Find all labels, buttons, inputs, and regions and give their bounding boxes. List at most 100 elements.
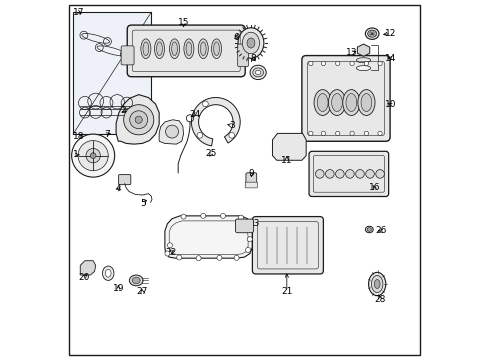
Circle shape (123, 105, 153, 135)
Text: 28: 28 (374, 294, 385, 303)
Circle shape (377, 61, 382, 66)
Ellipse shape (255, 70, 260, 75)
Text: 2: 2 (120, 105, 126, 114)
Ellipse shape (366, 228, 371, 231)
Circle shape (165, 125, 178, 138)
Circle shape (228, 132, 234, 138)
Ellipse shape (213, 42, 219, 55)
Circle shape (335, 61, 339, 66)
Ellipse shape (317, 94, 327, 112)
Text: 13: 13 (346, 48, 357, 57)
Circle shape (335, 131, 339, 135)
Ellipse shape (242, 32, 259, 54)
FancyBboxPatch shape (244, 182, 257, 188)
Ellipse shape (183, 39, 194, 59)
Circle shape (220, 213, 225, 219)
Text: 24: 24 (189, 110, 200, 119)
Ellipse shape (342, 90, 359, 116)
Ellipse shape (198, 39, 208, 59)
Circle shape (197, 132, 203, 138)
Ellipse shape (156, 42, 162, 55)
Circle shape (247, 237, 252, 242)
Circle shape (196, 256, 201, 261)
Text: 25: 25 (205, 149, 217, 158)
Circle shape (164, 251, 169, 256)
Text: 7: 7 (104, 130, 110, 139)
Text: 21: 21 (281, 287, 292, 296)
FancyBboxPatch shape (252, 217, 323, 274)
Circle shape (247, 225, 252, 230)
Ellipse shape (102, 266, 114, 280)
Ellipse shape (169, 39, 179, 59)
Ellipse shape (367, 30, 376, 37)
Ellipse shape (365, 226, 372, 233)
Ellipse shape (211, 39, 221, 59)
Text: 15: 15 (178, 18, 189, 27)
FancyBboxPatch shape (301, 55, 389, 141)
FancyBboxPatch shape (308, 151, 388, 197)
Ellipse shape (246, 38, 254, 48)
Polygon shape (80, 261, 96, 275)
Circle shape (365, 170, 373, 178)
Circle shape (129, 111, 147, 129)
Polygon shape (116, 95, 159, 144)
Circle shape (181, 214, 185, 219)
Circle shape (375, 170, 384, 178)
Ellipse shape (154, 39, 164, 59)
Circle shape (90, 153, 96, 158)
Text: 1: 1 (73, 150, 79, 159)
Circle shape (234, 255, 239, 260)
Circle shape (176, 255, 182, 260)
Circle shape (245, 247, 250, 252)
Ellipse shape (328, 90, 345, 116)
Ellipse shape (360, 94, 371, 112)
Circle shape (308, 131, 312, 135)
Text: 3: 3 (228, 121, 234, 130)
Ellipse shape (132, 277, 140, 284)
Text: 22: 22 (164, 248, 176, 257)
Circle shape (325, 170, 333, 178)
FancyBboxPatch shape (127, 25, 244, 77)
Ellipse shape (356, 58, 370, 63)
Circle shape (201, 213, 205, 219)
Circle shape (349, 131, 353, 135)
Circle shape (345, 170, 353, 178)
Circle shape (167, 243, 172, 248)
Circle shape (72, 134, 115, 177)
Ellipse shape (368, 273, 385, 296)
Circle shape (135, 116, 142, 123)
Ellipse shape (171, 42, 177, 55)
Text: 9: 9 (248, 169, 254, 178)
Polygon shape (159, 120, 183, 144)
Circle shape (86, 148, 100, 163)
Text: 14: 14 (385, 54, 396, 63)
Text: 6: 6 (233, 33, 239, 42)
Circle shape (335, 170, 344, 178)
Circle shape (78, 140, 108, 171)
Circle shape (355, 170, 364, 178)
Ellipse shape (331, 94, 342, 112)
Text: 20: 20 (78, 273, 89, 282)
Text: 26: 26 (375, 226, 386, 235)
Circle shape (315, 170, 324, 178)
Ellipse shape (141, 39, 151, 59)
Ellipse shape (371, 275, 382, 293)
FancyBboxPatch shape (121, 46, 134, 65)
Ellipse shape (373, 279, 379, 288)
Ellipse shape (200, 42, 206, 55)
Text: 12: 12 (385, 29, 396, 38)
Ellipse shape (365, 28, 378, 40)
Ellipse shape (249, 65, 265, 80)
Circle shape (377, 131, 382, 135)
Circle shape (217, 255, 222, 260)
Circle shape (364, 131, 368, 135)
Ellipse shape (252, 68, 263, 77)
Ellipse shape (238, 28, 264, 58)
Ellipse shape (142, 42, 148, 55)
Ellipse shape (105, 269, 111, 277)
Text: 11: 11 (281, 156, 292, 165)
Bar (73, 12, 151, 134)
Circle shape (349, 61, 353, 66)
Text: 27: 27 (136, 287, 148, 296)
Text: 8: 8 (250, 54, 255, 63)
